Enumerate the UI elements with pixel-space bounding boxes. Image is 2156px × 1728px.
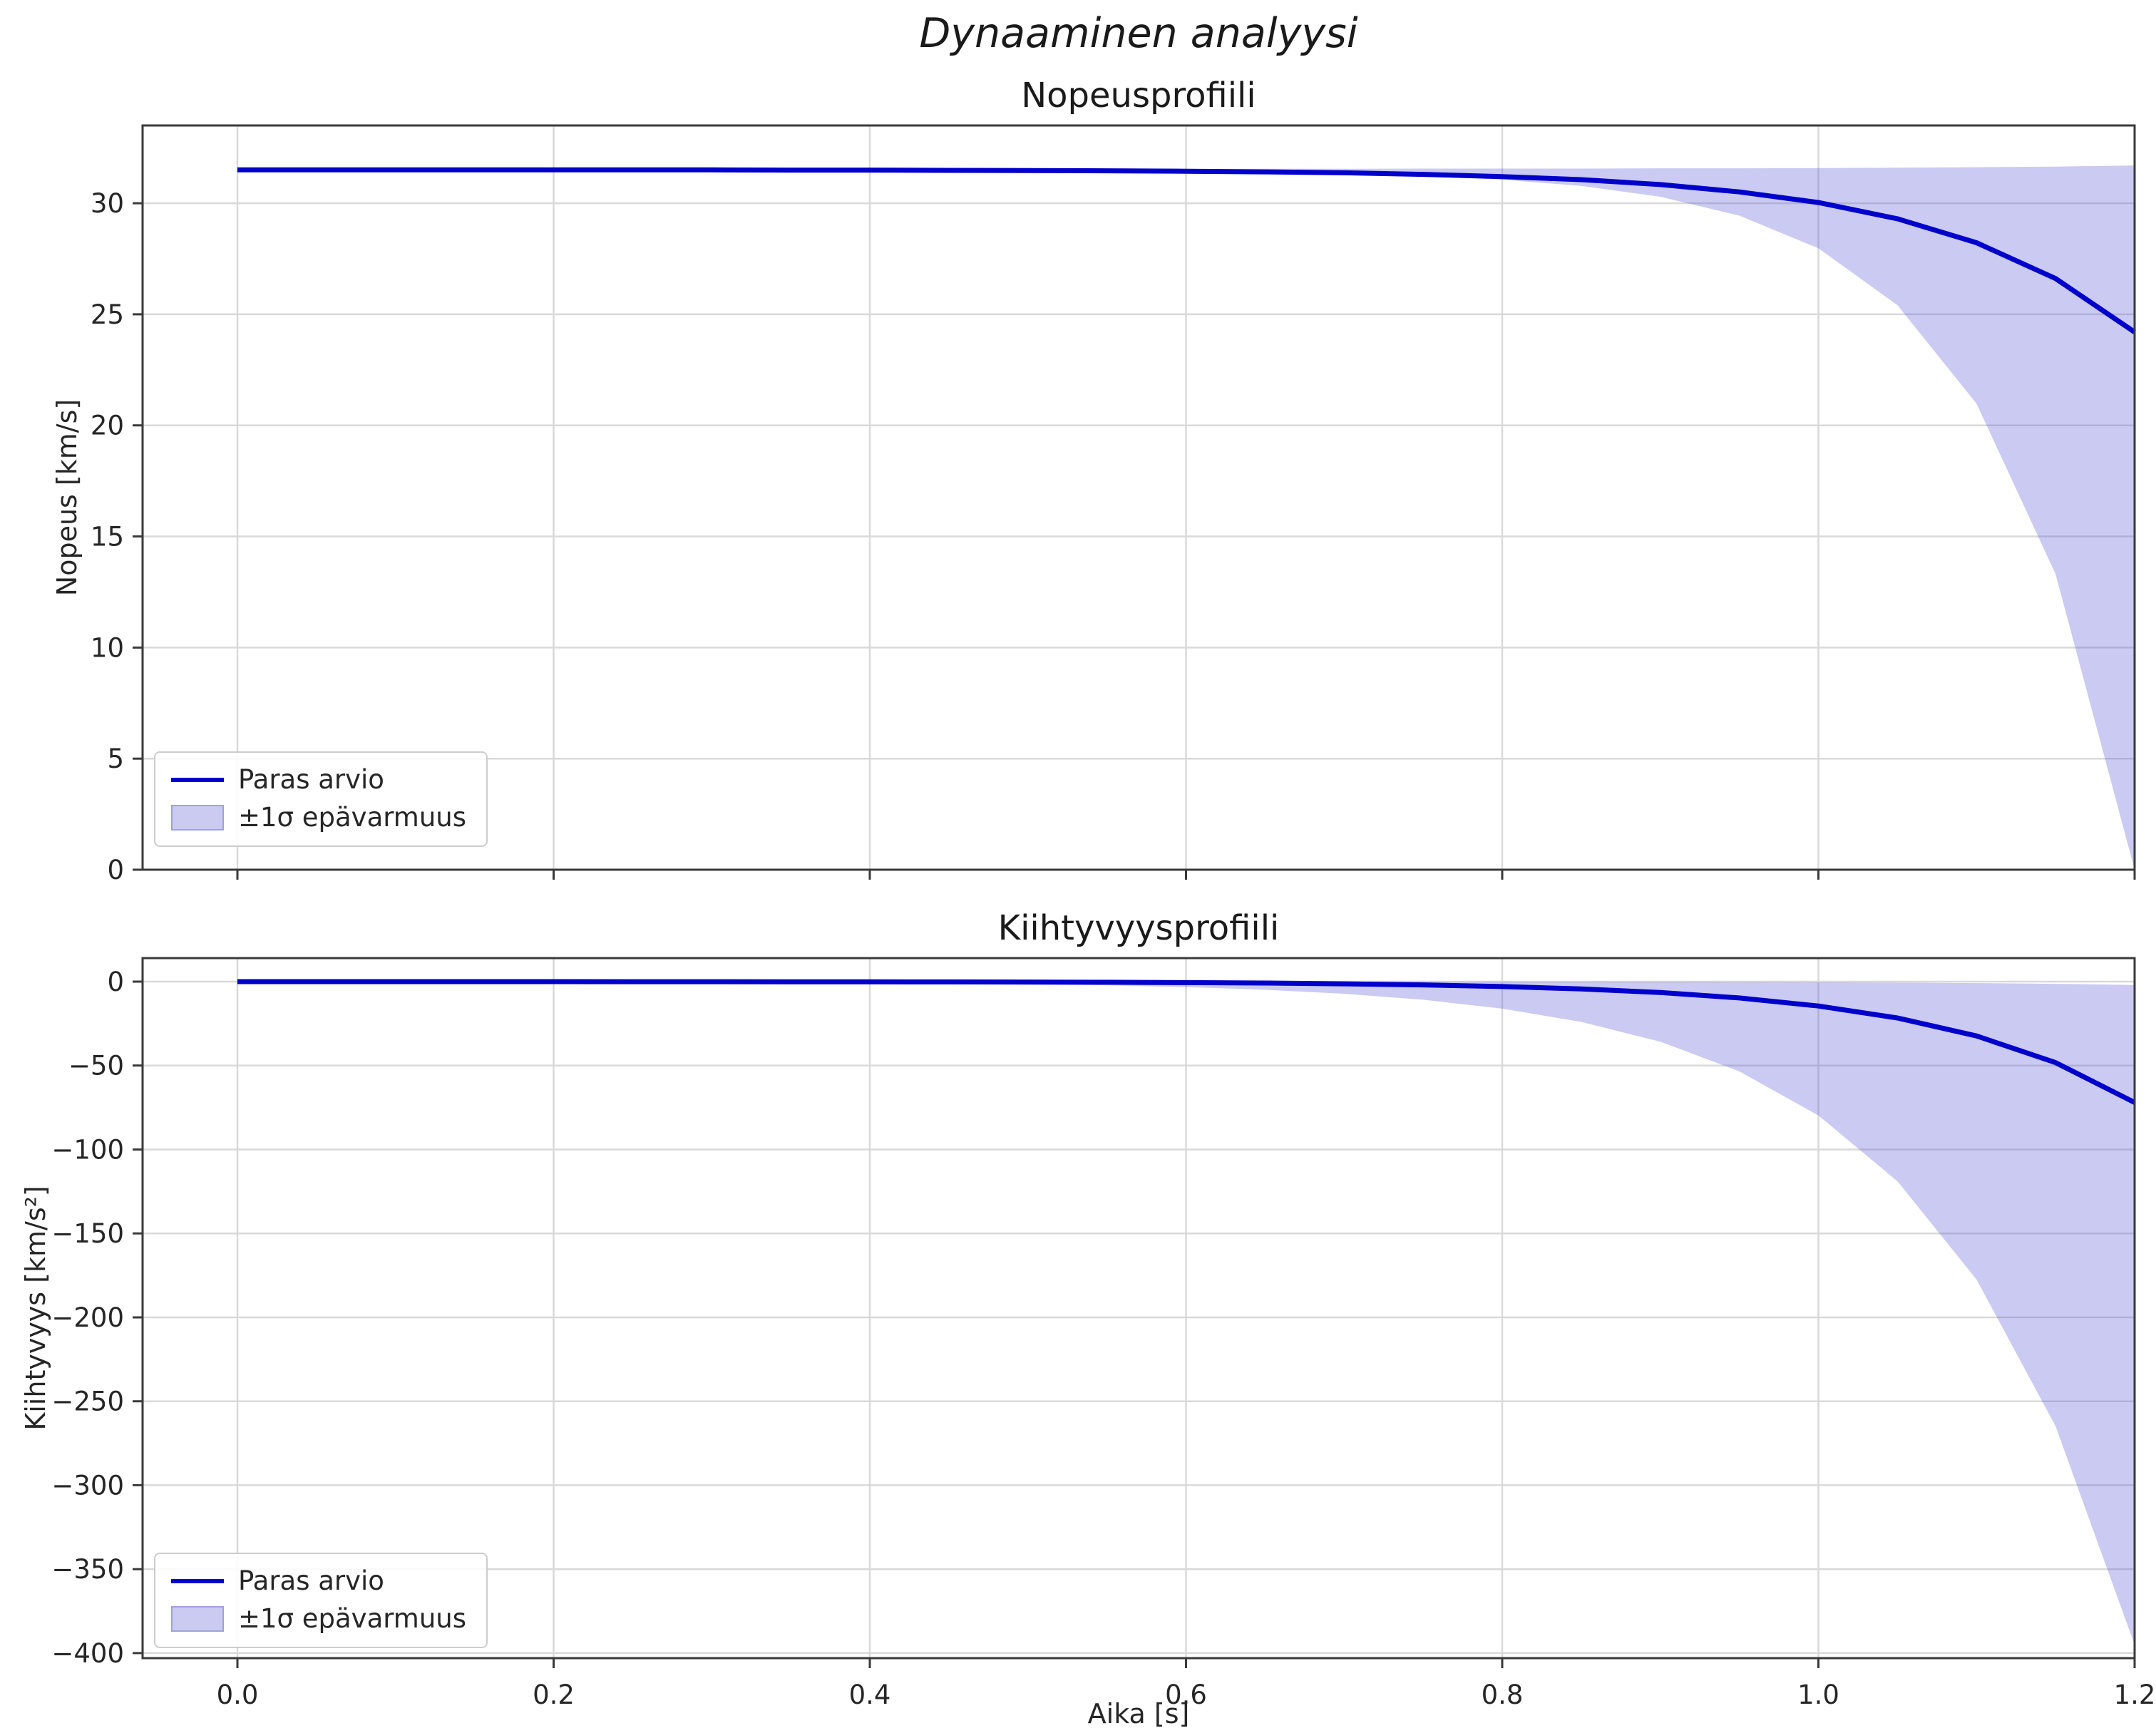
svg-text:0.6: 0.6: [1165, 1680, 1207, 1710]
legend-label: Paras arvio: [238, 764, 384, 795]
svg-text:−100: −100: [51, 1135, 124, 1166]
svg-text:0.0: 0.0: [217, 1680, 259, 1710]
acceleration-y-axis-label: Kiihtyvyys [km/s²]: [20, 1186, 51, 1431]
svg-text:0.4: 0.4: [849, 1680, 891, 1710]
svg-text:−50: −50: [68, 1051, 124, 1081]
legend-entry-uncertainty: ±1σ epävarmuus: [171, 802, 466, 833]
legend-entry-uncertainty: ±1σ epävarmuus: [171, 1603, 466, 1634]
svg-text:0.8: 0.8: [1482, 1680, 1524, 1710]
svg-text:−250: −250: [51, 1387, 124, 1417]
legend-patch-sample: [171, 1605, 224, 1632]
legend-label: ±1σ epävarmuus: [238, 802, 467, 833]
x-axis-label: Aika [s]: [1087, 1698, 1190, 1728]
svg-text:10: 10: [91, 632, 124, 663]
svg-text:−150: −150: [51, 1218, 124, 1249]
svg-text:0: 0: [107, 855, 124, 885]
legend-label: ±1σ epävarmuus: [238, 1603, 467, 1634]
velocity-y-axis-label: Nopeus [km/s]: [51, 398, 83, 597]
svg-text:0.2: 0.2: [533, 1680, 575, 1710]
legend-entry-best-estimate: Paras arvio: [171, 1565, 466, 1596]
svg-text:−350: −350: [51, 1554, 124, 1585]
svg-text:0: 0: [107, 967, 124, 997]
svg-text:−200: −200: [51, 1302, 124, 1333]
svg-text:1.0: 1.0: [1797, 1680, 1839, 1710]
velocity-chart-legend: Paras arvio ±1σ epävarmuus: [154, 751, 488, 847]
svg-text:−400: −400: [51, 1638, 124, 1669]
svg-text:25: 25: [91, 299, 124, 330]
legend-label: Paras arvio: [238, 1565, 384, 1596]
svg-text:1.2: 1.2: [2114, 1680, 2156, 1710]
svg-text:15: 15: [91, 522, 124, 552]
svg-text:5: 5: [107, 744, 124, 774]
velocity-chart-plot-area: 0 5 10 15 20 25 30: [91, 124, 2136, 885]
acceleration-chart-legend: Paras arvio ±1σ epävarmuus: [154, 1553, 488, 1648]
svg-text:−300: −300: [51, 1470, 124, 1501]
acceleration-chart-title: Kiihtyvyysprofiili: [997, 908, 1280, 948]
acceleration-chart-plot-area: 0 −50 −100 −150 −200 −250 −300 −350 −400 0.0 0.2 0.…: [51, 957, 2155, 1710]
svg-text:30: 30: [91, 188, 124, 219]
legend-line-sample: [171, 777, 224, 782]
legend-patch-sample: [171, 804, 224, 830]
legend-line-sample: [171, 1578, 224, 1583]
velocity-chart-title: Nopeusprofiili: [1021, 76, 1256, 115]
svg-text:20: 20: [91, 411, 124, 441]
figure-title: Dynaaminen analyysi: [919, 10, 1358, 57]
legend-entry-best-estimate: Paras arvio: [171, 764, 466, 795]
